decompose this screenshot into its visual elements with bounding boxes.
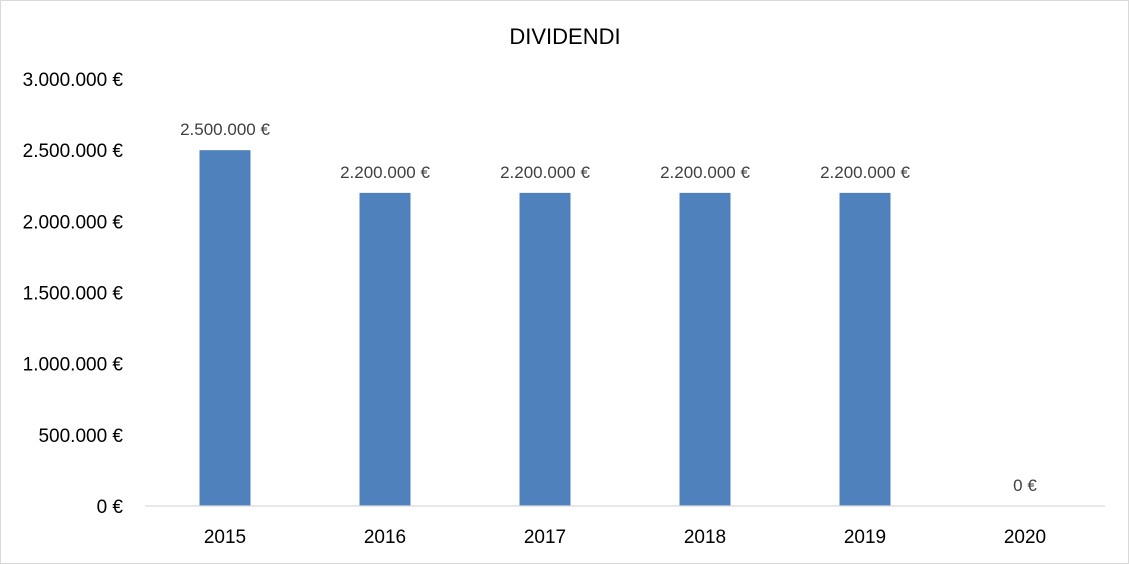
x-tick-label-2020: 2020 [1004, 527, 1046, 548]
y-tick-label: 2.000.000 € [23, 212, 124, 233]
x-tick-label-2016: 2016 [364, 527, 406, 548]
bars [199, 150, 891, 506]
bar-2015 [199, 150, 251, 506]
data-labels: 2.500.000 € 2.200.000 € 2.200.000 € 2.200.0… [180, 120, 1037, 495]
bar-2018 [679, 192, 731, 506]
chart-title: DIVIDENDI [509, 24, 620, 49]
y-tick-label: 3.000.000 € [23, 70, 124, 91]
data-label-2020: 0 € [1013, 476, 1037, 495]
y-tick-label: 2.500.000 € [23, 141, 124, 162]
bar-2019 [839, 192, 891, 506]
bar-2017 [519, 192, 571, 506]
data-label-2019: 2.200.000 € [820, 163, 910, 182]
y-tick-label: 0 € [97, 497, 124, 518]
x-tick-label-2019: 2019 [844, 527, 886, 548]
x-tick-label-2017: 2017 [524, 527, 566, 548]
x-axis: 2015 2016 2017 2018 2019 2020 [204, 527, 1046, 548]
y-tick-label: 1.500.000 € [23, 284, 124, 305]
y-axis: 0 € 500.000 € 1.000.000 € 1.500.000 € 2.000.… [23, 70, 124, 518]
x-tick-label-2018: 2018 [684, 527, 726, 548]
bar-2016 [359, 192, 411, 506]
y-tick-label: 1.000.000 € [23, 355, 124, 376]
x-tick-label-2015: 2015 [204, 527, 246, 548]
data-label-2015: 2.500.000 € [180, 120, 270, 139]
data-label-2018: 2.200.000 € [660, 163, 750, 182]
data-label-2016: 2.200.000 € [340, 163, 430, 182]
data-label-2017: 2.200.000 € [500, 163, 590, 182]
y-tick-label: 500.000 € [38, 426, 123, 447]
